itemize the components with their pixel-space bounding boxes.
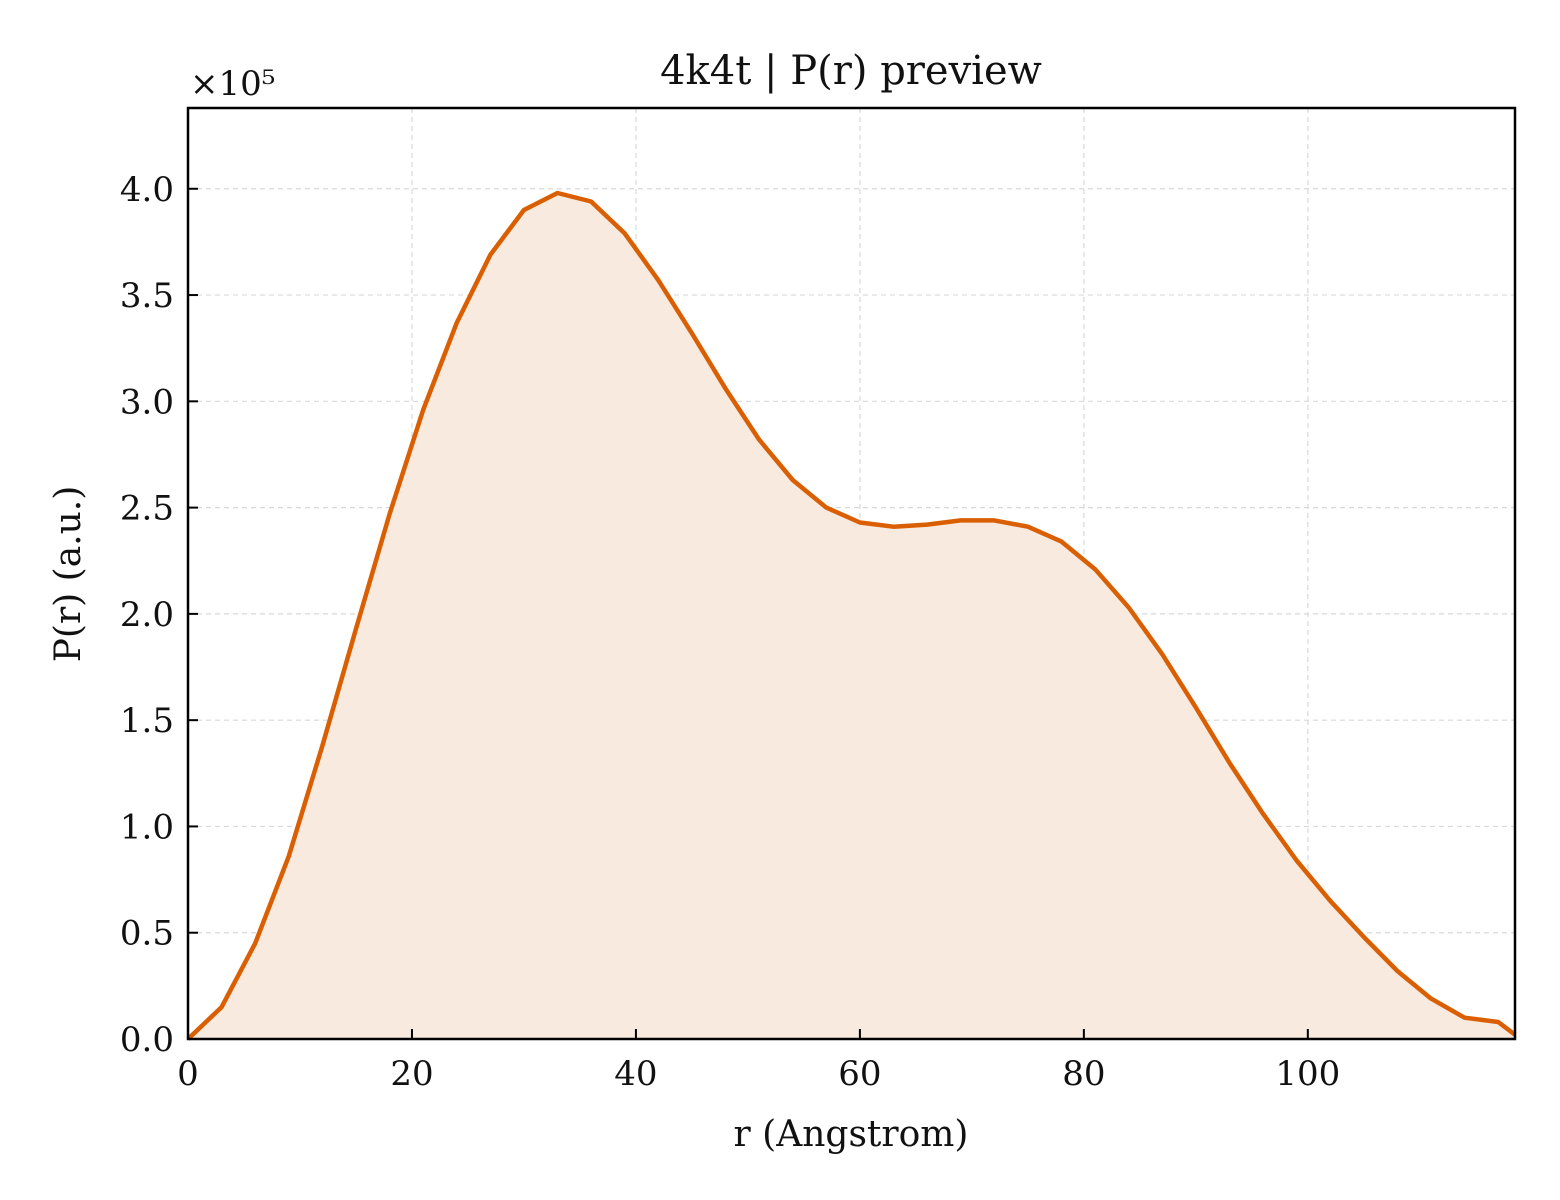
y-axis-multiplier: ×10⁵ [190,64,275,104]
series-line [186,190,1517,1041]
x-tick-label: 0 [177,1054,199,1094]
series-area-fill [188,193,1515,1039]
y-tick-label: 1.0 [120,807,174,847]
chart-title: 4k4t | P(r) preview [660,48,1042,94]
y-tick-label: 3.5 [120,276,174,316]
y-tick-label: 0.0 [120,1020,174,1060]
y-tick-label: 1.5 [120,701,174,741]
x-tick-label: 80 [1062,1054,1105,1094]
y-tick-label: 3.0 [120,382,174,422]
axis-ticks: 0 20 40 60 80 100 0.0 0.5 1.0 1.5 2.0 2.5 3.0 3.5 4.0 [120,170,1340,1094]
x-tick-label: 20 [390,1054,433,1094]
x-axis-label: r (Angstrom) [734,1114,969,1155]
y-tick-label: 0.5 [120,914,174,954]
y-tick-label: 2.5 [120,489,174,529]
x-tick-label: 100 [1275,1054,1340,1094]
y-axis-label: P(r) (a.u.) [48,486,89,663]
plot-frame [186,106,1517,1041]
x-tick-label: 40 [614,1054,657,1094]
y-tick-label: 2.0 [120,595,174,635]
x-tick-label: 60 [838,1054,881,1094]
y-tick-label: 4.0 [120,170,174,210]
